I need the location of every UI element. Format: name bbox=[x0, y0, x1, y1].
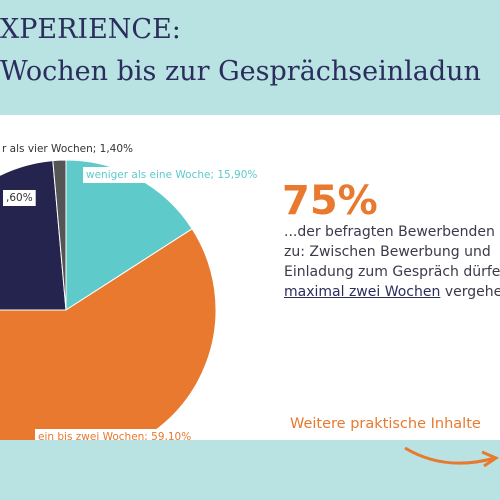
swoosh-arrow bbox=[404, 446, 500, 468]
data-label: weniger als eine Woche; 15,90% bbox=[86, 169, 257, 181]
paragraph: ...der befragten Bewerbenden s zu: Zwisc… bbox=[284, 222, 500, 302]
pie-slice bbox=[52, 159, 67, 311]
paragraph-line: zu: Zwischen Bewerbung und bbox=[284, 244, 491, 260]
label-box bbox=[0, 141, 137, 157]
data-label: ,60% bbox=[6, 192, 33, 204]
label-box bbox=[35, 429, 195, 440]
paragraph-line: ...der befragten Bewerbenden s bbox=[284, 224, 500, 240]
label-box bbox=[3, 190, 36, 206]
paragraph-text: vergehe bbox=[444, 284, 500, 300]
pie-slice bbox=[0, 228, 217, 440]
underlined-text: maximal zwei Wochen bbox=[284, 284, 441, 300]
title-line: Wochen bis zur Gesprächseinladun bbox=[0, 56, 481, 87]
label-box bbox=[83, 167, 261, 183]
chart: weniger als eine Woche; 15,90% ein bis zw… bbox=[0, 141, 261, 440]
link[interactable]: Weitere praktische Inhalte bbox=[290, 416, 481, 432]
paragraph-line: Einladung zum Gespräch dürfe bbox=[284, 264, 500, 280]
highlight: 75% bbox=[282, 178, 378, 224]
data-label: ein bis zwei Wochen; 59,10% bbox=[38, 431, 191, 440]
title-line: XPERIENCE: bbox=[0, 14, 181, 45]
paragraph-line: maximal zwei Wochen vergehe bbox=[284, 282, 500, 302]
data-label: r als vier Wochen; 1,40% bbox=[2, 143, 133, 155]
